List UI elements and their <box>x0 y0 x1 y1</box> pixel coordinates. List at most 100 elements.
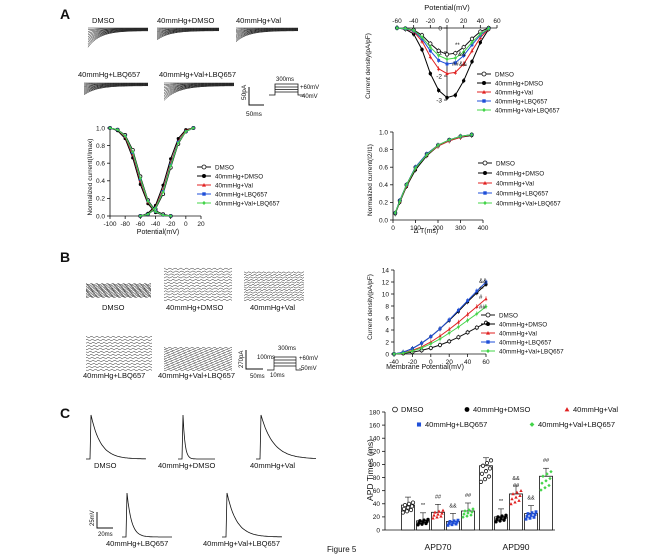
sweep <box>235 29 298 36</box>
sweep <box>83 84 149 92</box>
protocol-b-vhigh: +60mV <box>299 356 318 362</box>
legend-marker-dmso <box>485 312 491 318</box>
trace-a-label-40mmhg-lbq657: 40mmHg+LBQ657 <box>78 70 140 79</box>
sweep <box>163 364 233 368</box>
data-point-40mmhg-val <box>440 511 444 515</box>
data-point-40mmhg-lbq657 <box>447 521 451 525</box>
point-40mmhg-val <box>475 305 479 308</box>
series-line-40mmhg-val-lbq657 <box>394 134 472 214</box>
data-point-dmso <box>401 506 407 511</box>
legend-marker-40mmhg-val <box>486 331 490 335</box>
data-point-40mmhg-dmso <box>422 518 426 522</box>
x-tick-label: 60 <box>482 359 490 366</box>
sweep <box>83 83 148 86</box>
significance-mark: ## <box>452 62 459 68</box>
x-tick-label: 300 <box>455 225 466 232</box>
point-40mmhg-val <box>428 55 433 59</box>
protocol-b-duration: 300ms <box>278 346 296 352</box>
y-tick-label: 14 <box>382 267 390 274</box>
sweep <box>156 30 219 41</box>
x-tick-label: 20 <box>460 18 468 25</box>
x-tick-label: 40 <box>477 18 485 25</box>
x-tick-label: -60 <box>136 221 146 228</box>
data-point-40mmhg-lbq657 <box>534 510 538 514</box>
legend-marker-40mmhg-val <box>482 90 486 94</box>
series-line-40mmhg-val-lbq657 <box>109 127 171 217</box>
significance-mark: ## <box>543 458 550 464</box>
y-tick-label: 12 <box>382 279 390 286</box>
trace-a-label-40mmhg-dmso: 40mmHg+DMSO <box>157 16 214 25</box>
panel-letter-b: B <box>60 249 70 265</box>
point-40mmhg-val <box>445 71 449 75</box>
point-dmso <box>437 342 442 347</box>
x-tick-label: 20 <box>197 221 205 228</box>
x-tick-label: 100 <box>410 225 421 232</box>
point-40mmhg-lbq657 <box>447 318 451 322</box>
x-tick-label: -40 <box>409 18 419 25</box>
chart-c-apd-ylabel: APD Times (ms) <box>365 439 375 501</box>
data-point-40mmhg-val <box>436 512 440 516</box>
sweep <box>163 85 234 98</box>
point-40mmhg-val-lbq657 <box>146 199 150 203</box>
point-40mmhg-val-lbq657 <box>123 134 127 138</box>
y-tick-label: 180 <box>369 409 380 416</box>
significance-mark: && <box>449 503 457 509</box>
bar-40mmhg-val-lbq657-apd90 <box>539 475 553 531</box>
legend-marker-dmso <box>201 164 207 170</box>
point-40mmhg-lbq657 <box>462 54 466 58</box>
x-tick-label: 200 <box>433 225 444 232</box>
x-tick-label: -40 <box>389 359 399 366</box>
point-40mmhg-lbq657 <box>484 280 488 284</box>
legend-label-40mmhg-lbq657: 40mmHg+LBQ657 <box>499 340 552 347</box>
y-tick-label: 120 <box>369 449 380 456</box>
significance-mark: ** <box>479 287 484 293</box>
sweep <box>235 29 298 39</box>
sweep <box>243 283 305 287</box>
data-point-40mmhg-val-lbq657 <box>467 508 471 512</box>
data-point-dmso <box>405 505 411 510</box>
sweep <box>163 348 233 352</box>
category-label-apd70: APD70 <box>425 542 452 552</box>
point-40mmhg-dmso <box>436 88 441 93</box>
point-40mmhg-val-lbq657 <box>131 150 135 154</box>
action-potential <box>178 414 215 460</box>
trace-b-label-40mmhg-dmso: 40mmHg+DMSO <box>166 303 223 312</box>
protocol-a <box>269 83 304 96</box>
point-40mmhg-val-lbq657 <box>411 28 416 33</box>
chart-a-iv-ylabel: Current density(pA/pF) <box>365 33 372 99</box>
legend-label-40mmhg-val-lbq657: 40mmHg+Val+LBQ657 <box>538 420 615 429</box>
sweep <box>163 293 233 296</box>
x-tick-label: 40 <box>464 359 472 366</box>
data-point-dmso <box>402 502 408 508</box>
point-40mmhg-val <box>453 70 458 74</box>
sweep <box>83 85 148 95</box>
significance-mark: ** <box>421 503 426 509</box>
point-dmso <box>456 335 461 340</box>
y-tick-label: -2 <box>436 73 442 80</box>
data-point-40mmhg-val <box>439 514 443 518</box>
legend-marker-40mmhg-val-lbq657 <box>202 201 206 205</box>
sweep <box>163 360 233 364</box>
point-40mmhg-val-lbq657 <box>161 213 165 217</box>
panel-b-traces: DMSO 40mmHg+DMSO 40mmHg+Val 40mmHg+LBQ65… <box>83 267 318 380</box>
sweep <box>85 338 153 342</box>
legend-marker-40mmhg-dmso <box>464 407 470 412</box>
data-point-dmso <box>488 458 494 463</box>
sweep <box>243 273 305 277</box>
sweep <box>87 28 148 36</box>
data-point-40mmhg-lbq657 <box>530 511 534 515</box>
y-tick-label: 8 <box>385 303 389 310</box>
point-40mmhg-val-lbq657 <box>138 214 142 218</box>
point-40mmhg-val-lbq657 <box>392 352 396 356</box>
sweep <box>85 295 152 299</box>
point-40mmhg-lbq657 <box>453 61 457 65</box>
trace-b-label-40mmhg-val: 40mmHg+Val <box>250 303 295 312</box>
sweep <box>163 83 234 89</box>
legend-label-40mmhg-lbq657: 40mmHg+LBQ657 <box>215 192 268 199</box>
sweep <box>163 83 234 87</box>
legend-label-40mmhg-val-lbq657: 40mmHg+Val+LBQ657 <box>495 108 560 115</box>
sweep <box>163 83 234 90</box>
point-40mmhg-val-lbq657 <box>161 190 165 194</box>
point-40mmhg-val-lbq657 <box>466 318 470 322</box>
